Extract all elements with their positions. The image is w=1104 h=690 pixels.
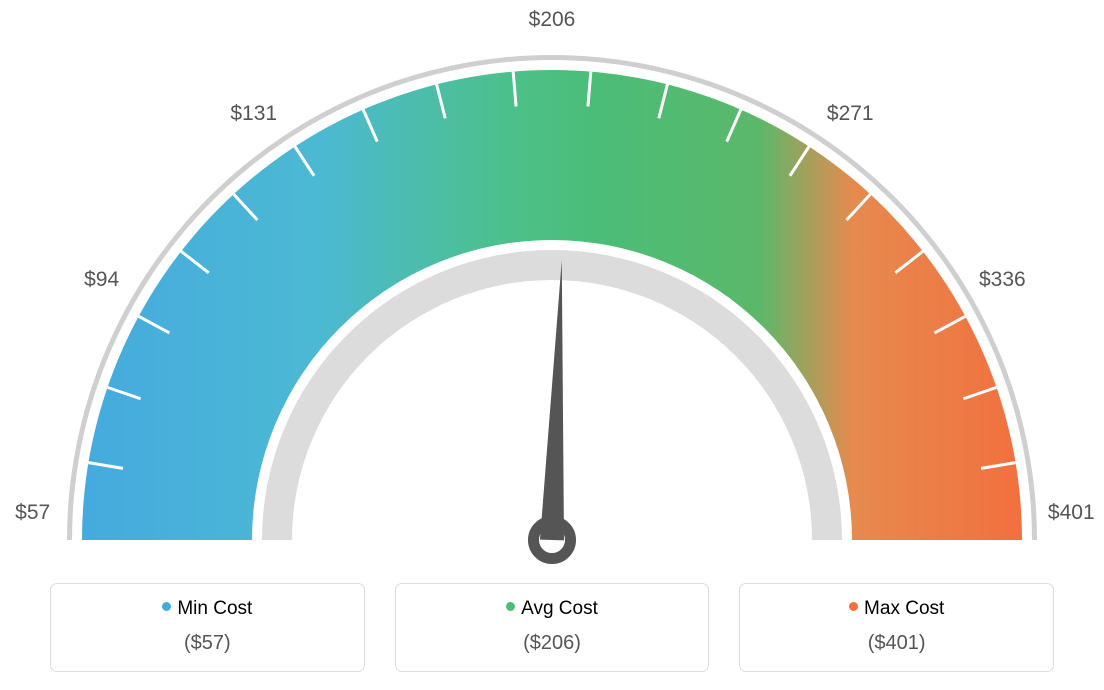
gauge-tick-label: $131 — [230, 102, 277, 126]
gauge-tick-label: $206 — [529, 8, 576, 32]
gauge-tick-label: $57 — [15, 501, 50, 525]
legend-card-avg: Avg Cost ($206) — [395, 583, 710, 672]
legend-value-min: ($57) — [61, 632, 354, 655]
legend-value-max: ($401) — [750, 632, 1043, 655]
legend-title-min: Min Cost — [61, 598, 354, 620]
legend-label-max: Max Cost — [864, 598, 944, 619]
gauge-tick-label: $336 — [979, 268, 1026, 292]
legend-value-avg: ($206) — [406, 632, 699, 655]
legend-title-avg: Avg Cost — [406, 598, 699, 620]
legend-dot-avg — [506, 602, 515, 611]
legend-row: Min Cost ($57) Avg Cost ($206) Max Cost … — [50, 583, 1054, 672]
legend-dot-min — [162, 602, 171, 611]
legend-label-avg: Avg Cost — [521, 598, 598, 619]
legend-title-max: Max Cost — [750, 598, 1043, 620]
gauge-chart: $57 $94 $131 $206 $271 $336 $401 — [0, 0, 1104, 570]
cost-gauge-container: $57 $94 $131 $206 $271 $336 $401 Min Cost ($57… — [0, 0, 1104, 690]
legend-card-min: Min Cost ($57) — [50, 583, 365, 672]
legend-dot-max — [849, 602, 858, 611]
legend-label-min: Min Cost — [177, 598, 252, 619]
gauge-svg — [0, 0, 1104, 570]
gauge-tick-label: $401 — [1048, 501, 1095, 525]
gauge-tick-label: $94 — [84, 268, 119, 292]
legend-card-max: Max Cost ($401) — [739, 583, 1054, 672]
gauge-tick-label: $271 — [827, 102, 874, 126]
